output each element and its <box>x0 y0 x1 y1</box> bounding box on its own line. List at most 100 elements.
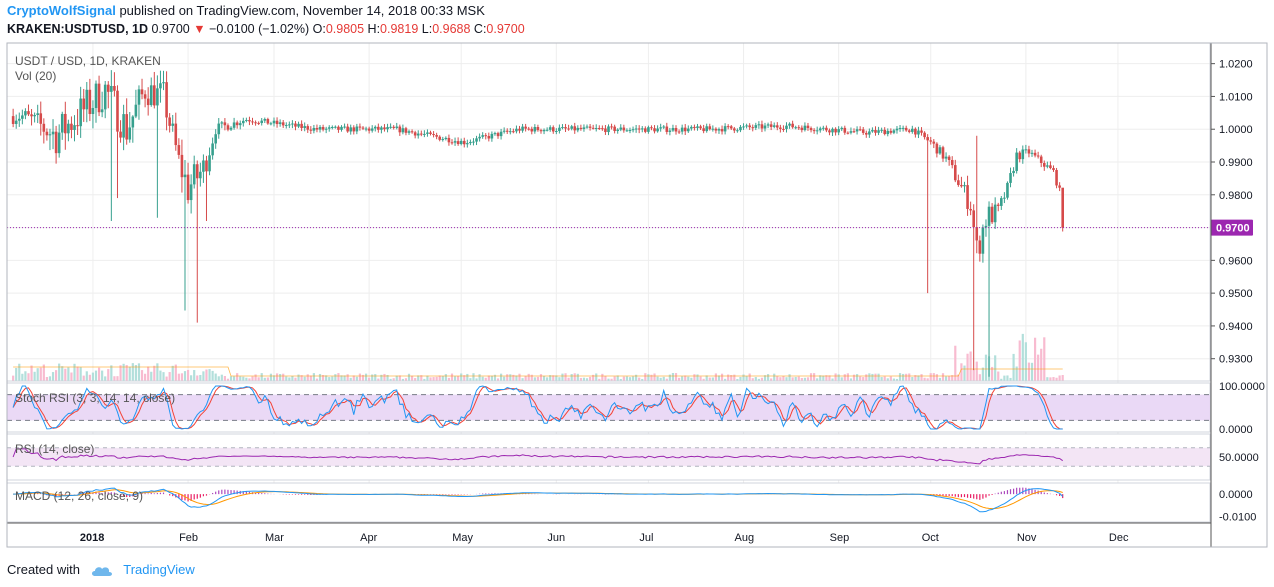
volume-bar <box>886 378 889 381</box>
volume-bar <box>518 373 521 381</box>
volume-bar <box>521 378 524 381</box>
candle-body <box>868 131 871 135</box>
candle-body <box>235 122 239 126</box>
volume-bar <box>140 370 144 381</box>
candle-body <box>1009 173 1012 183</box>
candle-body <box>772 125 776 127</box>
candle-body <box>340 126 343 130</box>
candle-body <box>419 133 423 135</box>
candle-body <box>30 114 33 117</box>
volume-bar <box>794 376 797 381</box>
volume-bar <box>800 377 803 381</box>
candle-body <box>548 127 552 130</box>
volume-bar <box>190 375 193 381</box>
tradingview-link[interactable]: TradingView <box>123 562 195 577</box>
candle-body <box>886 130 890 135</box>
author-link[interactable]: CryptoWolfSignal <box>7 3 116 18</box>
candle-body <box>91 108 95 115</box>
volume-bar <box>914 375 917 381</box>
volume-bar <box>905 373 908 381</box>
candle-body <box>269 123 273 125</box>
x-tick-label: Jun <box>547 532 565 544</box>
candle-body <box>14 120 18 124</box>
volume-bar <box>714 373 718 381</box>
volume-bar <box>122 363 125 381</box>
candle-body <box>48 134 52 136</box>
volume-bar <box>107 369 110 381</box>
candle-body <box>318 127 322 130</box>
candle-body <box>745 125 748 127</box>
volume-bar <box>134 365 137 381</box>
volume-bar <box>177 373 180 381</box>
candle-body <box>100 109 104 113</box>
candle-body <box>337 126 340 130</box>
y-tick-label: 0.9900 <box>1219 157 1253 169</box>
volume-bar <box>186 369 190 381</box>
candle-body <box>444 137 448 140</box>
volume-bar <box>79 367 82 381</box>
candle-body <box>251 121 254 123</box>
volume-bar <box>699 376 702 381</box>
candle-body <box>702 128 705 132</box>
candle-body <box>475 138 478 142</box>
volume-bar <box>920 374 923 381</box>
volume-bar <box>364 373 368 381</box>
candle-body <box>324 128 328 130</box>
candle-body <box>625 130 629 132</box>
volume-bar <box>837 374 840 381</box>
candle-body <box>822 127 825 129</box>
candle-body <box>447 137 451 143</box>
candle-body <box>582 127 586 130</box>
x-tick-label: Jul <box>639 532 653 544</box>
candle-body <box>640 128 644 130</box>
candle-body <box>395 126 399 128</box>
candle-body <box>1021 149 1025 160</box>
candle-body <box>920 130 923 133</box>
candle-body <box>760 124 764 129</box>
volume-bar <box>555 375 558 381</box>
candle-body <box>852 131 856 133</box>
candle-body <box>536 127 540 131</box>
candle-body <box>60 113 64 133</box>
candle-body <box>334 126 337 128</box>
candle-body <box>263 119 267 121</box>
candle-body <box>898 127 902 129</box>
volume-bar <box>398 375 401 381</box>
volume-bar <box>1043 337 1046 381</box>
volume-bar <box>42 364 45 381</box>
candle-body <box>601 128 604 130</box>
created-with-text: Created with <box>7 562 80 577</box>
volume-bar <box>588 376 592 381</box>
candle-body <box>1027 149 1031 154</box>
candle-body <box>677 131 681 133</box>
volume-bar <box>659 377 662 381</box>
candle-body <box>140 89 144 95</box>
volume-bar <box>622 376 625 381</box>
candle-body <box>177 145 181 155</box>
candle-body <box>717 129 721 131</box>
candle-body <box>119 131 122 138</box>
volume-bar <box>892 378 896 381</box>
volume-bar <box>595 373 598 381</box>
candle-body <box>1024 149 1028 151</box>
volume-bar <box>487 375 490 381</box>
volume-bar <box>503 376 506 381</box>
volume-bar <box>803 377 807 381</box>
candle-body <box>21 115 24 119</box>
candle-body <box>699 126 702 129</box>
volume-bar <box>696 374 699 381</box>
candle-body <box>97 83 101 113</box>
volume-bar <box>984 354 988 381</box>
candle-body <box>914 128 917 135</box>
candle-body <box>693 126 696 129</box>
low-value: 0.9688 <box>432 22 471 36</box>
candle-body <box>1039 156 1043 164</box>
volume-bar <box>736 378 739 381</box>
volume-bar <box>969 351 972 381</box>
candle-body <box>533 127 537 132</box>
volume-bar <box>21 373 24 381</box>
candle-body <box>275 120 279 125</box>
volume-bar <box>232 376 236 381</box>
volume-bar <box>300 375 303 381</box>
